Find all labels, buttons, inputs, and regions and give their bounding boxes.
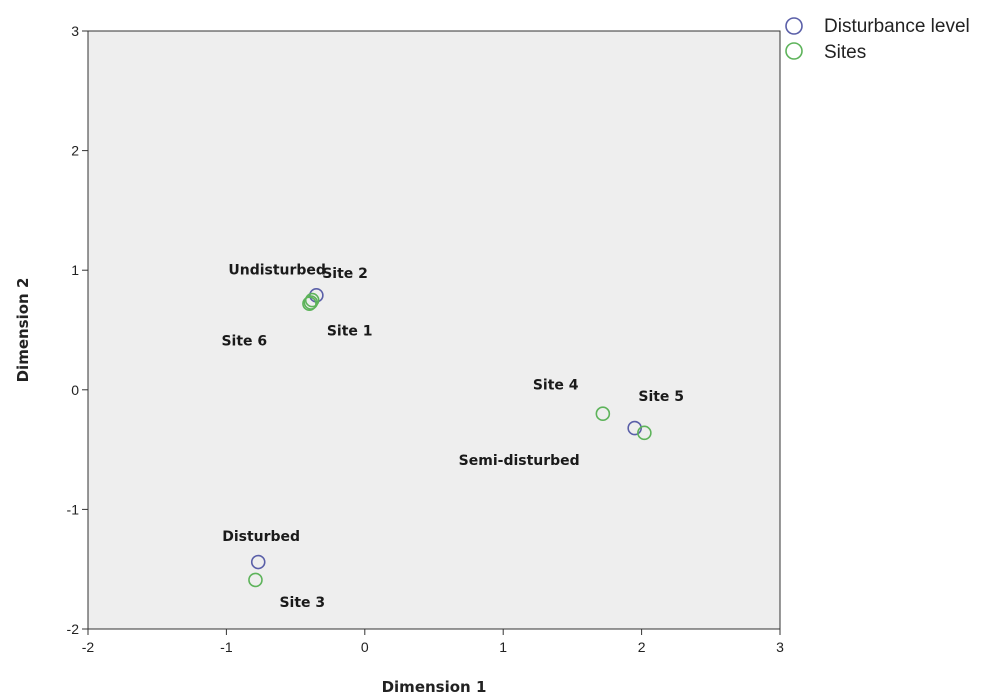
legend-label-disturbance-level: Disturbance level xyxy=(824,16,970,37)
x-tick-label: 1 xyxy=(499,639,507,655)
point-label-site-5: Site 5 xyxy=(638,389,684,405)
point-label-disturbed: Disturbed xyxy=(222,529,300,545)
point-label-site-1: Site 1 xyxy=(327,323,373,339)
x-axis-title: Dimension 1 xyxy=(382,678,487,693)
plot-area xyxy=(87,30,781,630)
point-label-semi-disturbed: Semi-disturbed xyxy=(459,453,580,469)
y-tick-label: 3 xyxy=(71,23,79,39)
x-tick-label: 2 xyxy=(638,639,646,655)
y-tick-label: 1 xyxy=(71,262,79,278)
x-tick-label: -2 xyxy=(82,639,95,655)
legend-marker-disturbance-level xyxy=(785,17,803,35)
point-site-3 xyxy=(248,572,263,588)
y-tick-label: -2 xyxy=(67,621,80,637)
point-site-5 xyxy=(637,425,652,441)
axis-ticks: -2 -1 0 1 2 3 -2 -1 0 1 2 3 xyxy=(67,23,785,655)
x-tick-label: 3 xyxy=(776,639,784,655)
x-tick-label: 0 xyxy=(361,639,369,655)
point-disturbed xyxy=(250,554,266,570)
point-labels: Undisturbed Semi-disturbed Disturbed Site 1… xyxy=(221,262,684,611)
x-tick-label: -1 xyxy=(220,639,233,655)
y-tick-label: 0 xyxy=(71,382,79,398)
point-label-site-4: Site 4 xyxy=(533,378,579,394)
point-label-site-2: Site 2 xyxy=(322,266,368,282)
point-site-1 xyxy=(303,295,319,310)
data-points xyxy=(248,288,652,588)
legend-marker-sites xyxy=(785,42,803,60)
legend-label-sites: Sites xyxy=(824,42,866,63)
point-site-4 xyxy=(595,406,611,422)
point-site-6 xyxy=(302,296,317,311)
y-tick-label: 2 xyxy=(71,143,79,159)
y-tick-label: -1 xyxy=(67,501,80,517)
legend: Disturbance level Sites xyxy=(785,16,970,63)
point-label-site-6: Site 6 xyxy=(221,334,267,350)
point-label-undisturbed: Undisturbed xyxy=(228,262,326,278)
point-label-site-3: Site 3 xyxy=(279,595,325,611)
point-site-2 xyxy=(304,292,320,308)
y-axis-title: Dimension 2 xyxy=(14,278,32,383)
